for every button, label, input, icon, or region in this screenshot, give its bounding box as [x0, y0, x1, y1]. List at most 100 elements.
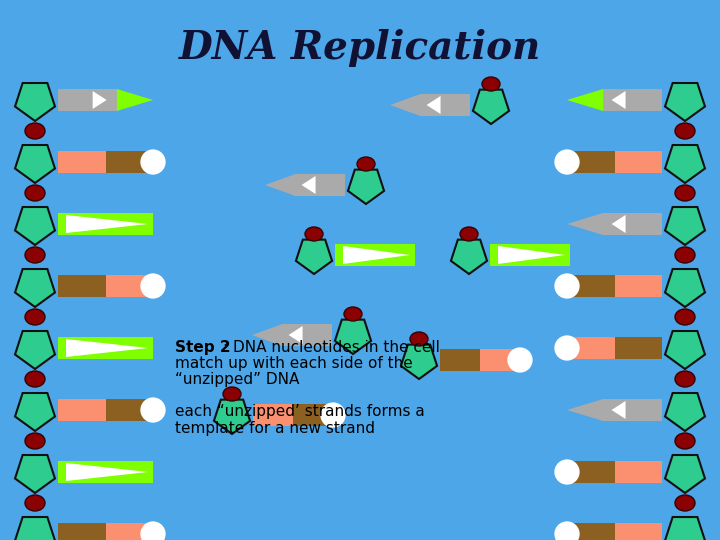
Ellipse shape [554, 521, 580, 540]
Ellipse shape [554, 273, 580, 299]
Polygon shape [567, 399, 603, 421]
Ellipse shape [675, 495, 695, 511]
Polygon shape [15, 83, 55, 121]
Bar [58, 399, 106, 421]
Polygon shape [214, 400, 250, 434]
Ellipse shape [344, 307, 362, 321]
Ellipse shape [675, 247, 695, 263]
Polygon shape [390, 94, 420, 116]
Polygon shape [15, 331, 55, 369]
Ellipse shape [554, 150, 580, 174]
Ellipse shape [25, 185, 45, 201]
Bar [567, 461, 614, 483]
Polygon shape [567, 213, 603, 235]
Ellipse shape [140, 397, 166, 423]
Polygon shape [665, 83, 705, 121]
Ellipse shape [554, 335, 580, 361]
Polygon shape [665, 145, 705, 183]
Polygon shape [665, 517, 705, 540]
Bar [58, 151, 106, 173]
Bar [58, 461, 153, 483]
Bar [614, 275, 662, 297]
Polygon shape [66, 215, 148, 233]
Bar [106, 275, 153, 297]
Ellipse shape [554, 460, 580, 485]
Bar [106, 523, 153, 540]
Bar [603, 399, 662, 421]
Text: DNA Replication: DNA Replication [179, 29, 541, 67]
Bar [58, 89, 117, 111]
Polygon shape [665, 393, 705, 431]
Ellipse shape [25, 433, 45, 449]
Ellipse shape [25, 123, 45, 139]
Polygon shape [665, 207, 705, 245]
Polygon shape [15, 517, 55, 540]
Ellipse shape [25, 247, 45, 263]
Ellipse shape [675, 433, 695, 449]
Ellipse shape [25, 371, 45, 387]
Polygon shape [335, 320, 371, 354]
Ellipse shape [460, 227, 478, 241]
Polygon shape [66, 463, 148, 481]
Bar [567, 523, 614, 540]
Bar [440, 349, 480, 371]
Bar [614, 337, 662, 359]
Polygon shape [15, 269, 55, 307]
Bar [567, 275, 614, 297]
Bar [490, 244, 570, 266]
Ellipse shape [25, 309, 45, 325]
Polygon shape [15, 455, 55, 493]
Bar [106, 151, 153, 173]
Bar [58, 275, 106, 297]
Bar [567, 337, 614, 359]
Polygon shape [15, 207, 55, 245]
Polygon shape [451, 240, 487, 274]
Ellipse shape [410, 332, 428, 346]
Text: “unzipped” DNA: “unzipped” DNA [175, 372, 300, 387]
Polygon shape [473, 90, 509, 124]
Bar [293, 404, 333, 426]
Polygon shape [117, 89, 153, 111]
Ellipse shape [357, 157, 375, 171]
Polygon shape [348, 170, 384, 204]
Bar [335, 244, 415, 266]
Polygon shape [567, 89, 603, 111]
Ellipse shape [675, 185, 695, 201]
Ellipse shape [675, 371, 695, 387]
Bar [567, 151, 614, 173]
Bar [603, 213, 662, 235]
Polygon shape [15, 393, 55, 431]
Polygon shape [665, 331, 705, 369]
Ellipse shape [25, 495, 45, 511]
Bar [480, 349, 520, 371]
Ellipse shape [140, 150, 166, 174]
Bar [282, 324, 332, 346]
Ellipse shape [305, 227, 323, 241]
Polygon shape [296, 240, 332, 274]
Ellipse shape [320, 402, 346, 428]
Ellipse shape [508, 347, 533, 373]
Polygon shape [665, 455, 705, 493]
Polygon shape [93, 91, 107, 109]
Bar [603, 89, 662, 111]
Ellipse shape [140, 521, 166, 540]
Bar [58, 213, 153, 235]
Polygon shape [265, 174, 295, 196]
Polygon shape [66, 339, 148, 357]
Polygon shape [15, 145, 55, 183]
Polygon shape [252, 324, 282, 346]
Polygon shape [498, 246, 565, 264]
Polygon shape [611, 401, 626, 419]
Bar [106, 399, 153, 421]
Polygon shape [611, 215, 626, 233]
Bar [58, 523, 106, 540]
Polygon shape [302, 176, 315, 194]
Bar [58, 337, 153, 359]
Text: match up with each side of the: match up with each side of the [175, 356, 413, 371]
Ellipse shape [140, 273, 166, 299]
Text: Step 2: Step 2 [175, 340, 230, 355]
Polygon shape [426, 96, 441, 114]
Bar [614, 523, 662, 540]
Text: each “unzipped’ strands forms a
template for a new strand: each “unzipped’ strands forms a template… [175, 404, 425, 436]
Polygon shape [665, 269, 705, 307]
